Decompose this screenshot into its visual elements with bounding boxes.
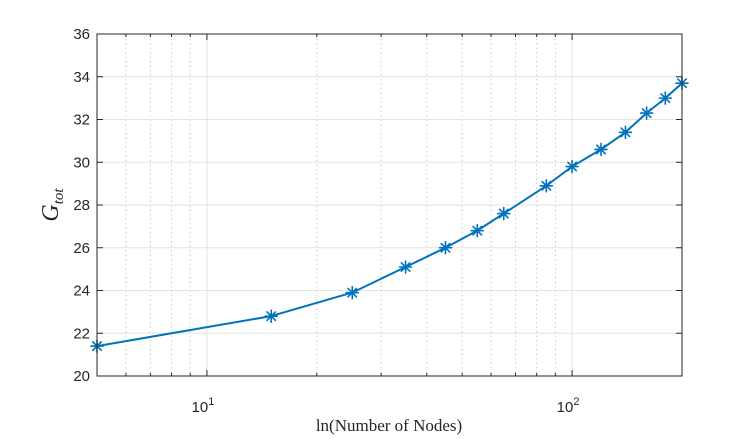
x-tick-label-exponent: 1 (208, 396, 214, 408)
x-tick-label: 102 (557, 396, 580, 416)
marker-stroke (620, 127, 631, 138)
major-grid (97, 34, 682, 376)
y-axis-label-sub: tot (51, 188, 67, 205)
x-tick-labels: 101 102 (192, 396, 580, 416)
marker-stroke (595, 144, 606, 155)
x-tick-label: 101 (192, 396, 215, 416)
marker-stroke (567, 161, 578, 172)
data-point (470, 223, 485, 238)
y-tick-label: 26 (73, 240, 90, 257)
marker-stroke (347, 287, 358, 298)
marker-stroke (266, 311, 277, 322)
y-axis-label: Gtot (38, 188, 67, 222)
data-point (398, 260, 413, 274)
y-tick-label: 30 (73, 154, 90, 171)
marker-stroke (641, 108, 652, 119)
data-point (618, 125, 633, 140)
data-point (565, 159, 579, 174)
marker-stroke (400, 261, 411, 272)
data-point (264, 309, 279, 323)
y-axis-label-main: G (38, 204, 64, 221)
y-tick-label: 28 (73, 197, 90, 214)
series-group (90, 76, 689, 353)
x-tick-label-base: 10 (192, 399, 209, 416)
y-tick-label: 32 (73, 112, 90, 129)
y-tick-labels: 20 22 24 26 28 30 32 34 36 (73, 26, 90, 385)
x-axis-label: ln(Number of Nodes) (316, 416, 462, 435)
y-tick-label: 20 (73, 368, 90, 385)
data-point (345, 285, 360, 300)
x-tick-label-base: 10 (557, 399, 574, 416)
data-point (658, 91, 673, 105)
x-tick-label-exponent: 2 (573, 396, 579, 408)
y-tick-label: 24 (73, 283, 90, 300)
marker-stroke (541, 180, 552, 191)
tick-marks (97, 33, 682, 377)
data-point (639, 106, 654, 120)
y-tick-label: 36 (73, 26, 90, 43)
data-point (496, 206, 511, 221)
data-point (594, 142, 608, 157)
data-point (438, 240, 453, 255)
marker-stroke (498, 208, 509, 219)
data-point (539, 178, 554, 193)
y-tick-label: 22 (73, 325, 90, 342)
marker-stroke (472, 225, 483, 236)
marker-stroke (440, 242, 451, 253)
marker-stroke (660, 93, 671, 104)
y-tick-label: 34 (73, 69, 90, 86)
